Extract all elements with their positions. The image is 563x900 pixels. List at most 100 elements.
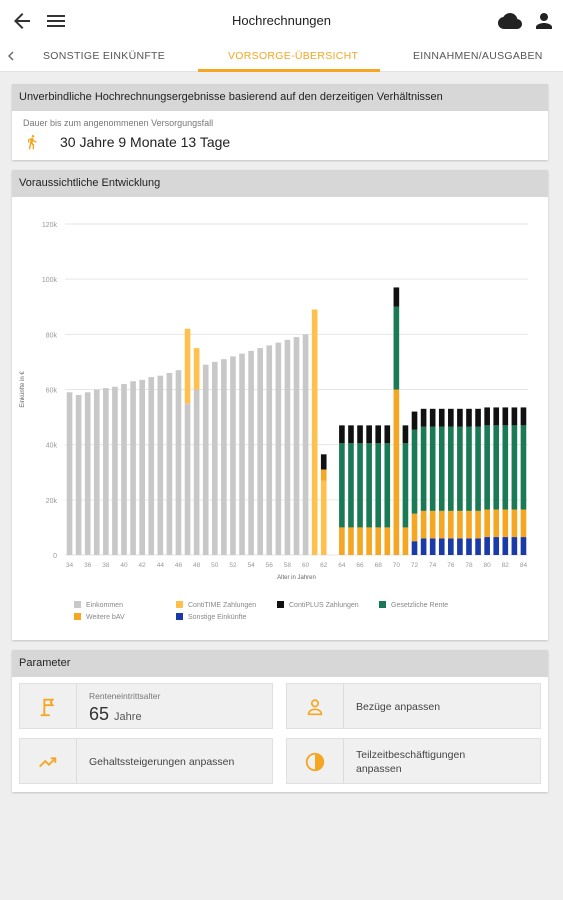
bar-segment: [511, 407, 518, 426]
summary-heading: Unverbindliche Hochrechnungsergebnisse b…: [12, 84, 548, 111]
bar-segment: [520, 407, 527, 426]
bar-segment: [130, 381, 136, 555]
bar-segment: [520, 537, 527, 555]
menu-icon[interactable]: [44, 9, 68, 33]
cloud-icon[interactable]: [498, 9, 522, 33]
bar-segment: [239, 353, 245, 555]
bar-segment: [375, 527, 382, 555]
bar-segment: [457, 510, 463, 539]
bar-segment: [384, 443, 391, 528]
legend-swatch: [74, 601, 81, 608]
legend-label: Sonstige Einkünfte: [188, 614, 246, 621]
bar-segment: [502, 537, 509, 555]
duration-value: 30 Jahre 9 Monate 13 Tage: [60, 134, 231, 150]
y-tick-label: 20k: [46, 498, 58, 505]
legend-swatch: [379, 601, 386, 608]
bar-segment: [193, 348, 200, 390]
x-tick-label: 72: [411, 562, 419, 569]
bar-segment: [266, 345, 273, 555]
x-tick-label: 68: [375, 562, 383, 569]
bar-segment: [375, 425, 382, 444]
x-tick-label: 82: [502, 562, 510, 569]
bar-segment: [339, 443, 345, 528]
bar-segment: [520, 509, 527, 538]
adjust-salary-button[interactable]: Bezüge anpassen: [286, 683, 541, 729]
app-bar: Hochrechnungen: [0, 0, 563, 42]
bar-segment: [411, 513, 418, 542]
bar-segment: [275, 342, 282, 555]
legend-label: Einkommen: [86, 602, 123, 609]
bar-segment: [475, 408, 481, 427]
bar-segment: [221, 359, 227, 555]
y-tick-label: 40k: [46, 443, 58, 450]
x-tick-label: 52: [229, 562, 237, 569]
running-person-icon: [28, 135, 37, 150]
bar-segment: [384, 527, 391, 555]
salary-growth-label: Gehaltssteigerungen anpassen: [89, 756, 235, 768]
bar-segment: [121, 383, 127, 555]
chart-heading: Voraussichtliche Entwicklung: [12, 170, 548, 197]
x-axis-label: Alter in Jahren: [277, 575, 316, 581]
x-tick-label: 74: [429, 562, 437, 569]
tab-vorsorge-uebersicht[interactable]: VORSORGE-ÜBERSICHT: [228, 50, 359, 62]
x-tick-label: 60: [302, 562, 310, 569]
chevron-left-icon[interactable]: [4, 48, 18, 64]
bar-segment: [502, 509, 509, 538]
bar-segment: [75, 395, 82, 555]
bar-segment: [484, 425, 490, 510]
bar-segment: [402, 527, 409, 555]
bar-segment: [348, 425, 354, 444]
bar-segment: [475, 510, 481, 539]
bar-segment: [475, 538, 481, 555]
flag-icon: [40, 698, 55, 717]
bar-segment: [339, 527, 345, 555]
bar-segment: [175, 370, 182, 555]
bar-segment: [248, 350, 254, 555]
legend-label: ContiPLUS Zahlungen: [289, 602, 359, 609]
bar-segment: [393, 287, 400, 307]
bar-segment: [411, 429, 418, 514]
legend-swatch: [277, 601, 284, 608]
x-tick-label: 42: [139, 562, 147, 569]
bar-segment: [112, 386, 118, 555]
bar-segment: [466, 408, 472, 427]
x-tick-label: 54: [247, 562, 255, 569]
bar-segment: [457, 426, 463, 511]
bar-segment: [302, 334, 309, 555]
bar-segment: [339, 425, 345, 444]
bar-segment: [166, 372, 173, 555]
x-tick-label: 78: [465, 562, 473, 569]
bar-segment: [457, 408, 463, 427]
bar-segment: [502, 425, 509, 510]
x-tick-label: 56: [266, 562, 274, 569]
clock-icon: [305, 752, 325, 772]
parameter-card: Parameter Renteneintrittsalter 65 Jahre …: [12, 650, 548, 792]
legend-label: Gesetzliche Rente: [391, 602, 448, 609]
y-tick-label: 120k: [42, 222, 58, 229]
salary-growth-button[interactable]: Gehaltssteigerungen anpassen: [19, 738, 273, 784]
bar-segment: [402, 425, 409, 444]
bar-segment: [402, 443, 409, 528]
bar-segment: [448, 538, 454, 555]
bar-segment: [320, 469, 327, 481]
x-tick-label: 40: [120, 562, 128, 569]
retirement-age-value: 65 Jahre: [89, 704, 142, 724]
summary-card: Unverbindliche Hochrechnungsergebnisse b…: [12, 84, 548, 160]
part-time-button[interactable]: Teilzeitbeschäftigungen anpassen: [286, 738, 541, 784]
account-icon[interactable]: [532, 9, 556, 33]
bar-segment: [393, 306, 400, 390]
trending-up-icon: [39, 757, 57, 768]
tab-sonstige-einkuenfte[interactable]: SONSTIGE EINKÜNFTE: [43, 50, 166, 62]
bar-segment: [184, 403, 191, 555]
x-tick-label: 36: [84, 562, 92, 569]
back-arrow-icon[interactable]: [10, 9, 34, 33]
bar-segment: [366, 425, 372, 444]
tab-einnahmen-ausgaben[interactable]: EINNAHMEN/AUSGABEN: [413, 50, 543, 62]
x-tick-label: 34: [66, 562, 74, 569]
y-tick-label: 60k: [46, 388, 58, 395]
retirement-age-button[interactable]: Renteneintrittsalter 65 Jahre: [19, 683, 273, 729]
tab-bar: SONSTIGE EINKÜNFTE VORSORGE-ÜBERSICHT EI…: [0, 42, 563, 72]
bar-segment: [511, 425, 518, 510]
bar-segment: [84, 392, 91, 555]
bar-segment: [420, 408, 427, 427]
